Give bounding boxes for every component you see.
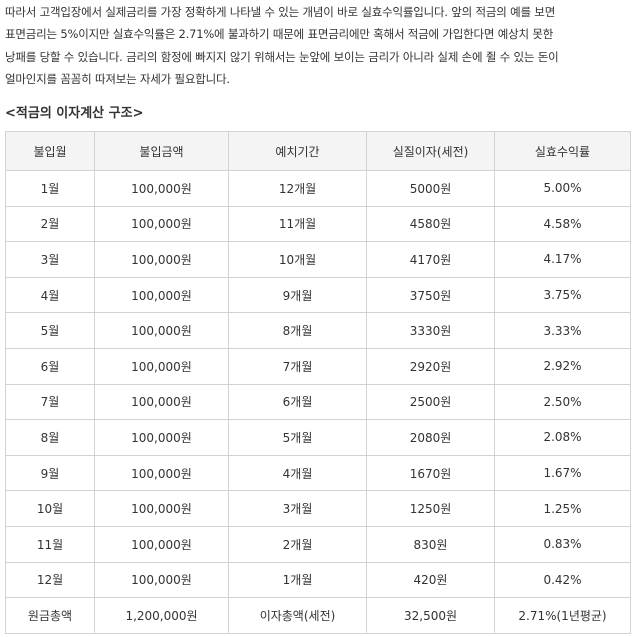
interest-cell: 4580원 bbox=[366, 205, 495, 243]
column-header: 불입월 bbox=[5, 131, 95, 171]
total-row: 원금총액 1,200,000원 이자총액(세전) 32,500원 2.71%(1년평균) bbox=[5, 597, 631, 634]
period-cell: 10개월 bbox=[228, 241, 367, 278]
period-cell: 8개월 bbox=[228, 312, 367, 349]
yield-cell: 1.25% bbox=[494, 490, 631, 527]
period-cell: 3개월 bbox=[228, 490, 367, 527]
deposit-amount-cell: 100,000원 bbox=[94, 525, 229, 563]
table-row: 9월 100,000원 4개월 1670원 1.67% bbox=[5, 454, 631, 492]
table-row: 3월 100,000원 10개월 4170원 4.17% bbox=[5, 241, 631, 278]
month-cell: 12월 bbox=[5, 561, 95, 599]
period-cell: 1개월 bbox=[228, 561, 367, 599]
yield-cell: 1.67% bbox=[494, 454, 631, 492]
month-cell: 6월 bbox=[5, 347, 95, 385]
interest-cell: 1670원 bbox=[366, 454, 495, 492]
yield-cell: 3.75% bbox=[494, 276, 631, 314]
paragraph-line: 따라서 고객입장에서 실제금리를 가장 정확하게 나타낼 수 있는 개념이 바로… bbox=[5, 5, 556, 19]
interest-cell: 4170원 bbox=[366, 241, 495, 278]
deposit-amount-cell: 100,000원 bbox=[94, 561, 229, 599]
period-cell: 12개월 bbox=[228, 170, 367, 207]
month-cell: 8월 bbox=[5, 419, 95, 456]
total-cell: 1,200,000원 bbox=[94, 597, 229, 634]
month-cell: 4월 bbox=[5, 276, 95, 314]
table-row: 6월 100,000원 7개월 2920원 2.92% bbox=[5, 347, 631, 385]
table-row: 4월 100,000원 9개월 3750원 3.75% bbox=[5, 276, 631, 314]
table-head: 불입월 불입금액 예치기간 실질이자(세전) 실효수익률 bbox=[5, 131, 631, 171]
period-cell: 6개월 bbox=[228, 383, 367, 421]
interest-cell: 5000원 bbox=[366, 170, 495, 207]
interest-calculation-table: 불입월 불입금액 예치기간 실질이자(세전) 실효수익률 1월 100,000원 12개월 5… bbox=[5, 131, 631, 634]
yield-cell: 2.92% bbox=[494, 347, 631, 385]
interest-cell: 2920원 bbox=[366, 347, 495, 385]
total-cell: 32,500원 bbox=[366, 597, 495, 634]
period-cell: 9개월 bbox=[228, 276, 367, 314]
period-cell: 2개월 bbox=[228, 525, 367, 563]
interest-cell: 2500원 bbox=[366, 383, 495, 421]
yield-cell: 4.58% bbox=[494, 205, 631, 243]
yield-cell: 5.00% bbox=[494, 170, 631, 207]
interest-cell: 2080원 bbox=[366, 419, 495, 456]
interest-cell: 3750원 bbox=[366, 276, 495, 314]
deposit-amount-cell: 100,000원 bbox=[94, 419, 229, 456]
yield-cell: 3.33% bbox=[494, 312, 631, 349]
article-paragraph: 따라서 고객입장에서 실제금리를 가장 정확하게 나타낼 수 있는 개념이 바로… bbox=[5, 1, 633, 91]
deposit-amount-cell: 100,000원 bbox=[94, 170, 229, 207]
period-cell: 11개월 bbox=[228, 205, 367, 243]
total-cell: 2.71%(1년평균) bbox=[494, 597, 631, 634]
month-cell: 2월 bbox=[5, 205, 95, 243]
paragraph-line: 얼마인지를 꼼꼼히 따져보는 자세가 필요합니다. bbox=[5, 72, 230, 87]
table-row: 8월 100,000원 5개월 2080원 2.08% bbox=[5, 419, 631, 456]
total-cell: 원금총액 bbox=[5, 597, 95, 634]
section-heading: <적금의 이자계산 구조> bbox=[5, 106, 144, 121]
deposit-amount-cell: 100,000원 bbox=[94, 205, 229, 243]
month-cell: 3월 bbox=[5, 241, 95, 278]
period-cell: 4개월 bbox=[228, 454, 367, 492]
month-cell: 1월 bbox=[5, 170, 95, 207]
period-cell: 7개월 bbox=[228, 347, 367, 385]
paragraph-line: 표면금리는 5%이지만 실효수익률은 2.71%에 불과하기 때문에 표면금리에… bbox=[5, 27, 554, 42]
interest-cell: 830원 bbox=[366, 525, 495, 563]
yield-cell: 2.50% bbox=[494, 383, 631, 421]
month-cell: 5월 bbox=[5, 312, 95, 349]
interest-cell: 420원 bbox=[366, 561, 495, 599]
table-body: 1월 100,000원 12개월 5000원 5.00% 2월 100,000원 11개월 45… bbox=[5, 170, 631, 634]
column-header: 실효수익률 bbox=[494, 131, 631, 171]
total-cell: 이자총액(세전) bbox=[228, 597, 367, 634]
month-cell: 11월 bbox=[5, 525, 95, 563]
column-header: 예치기간 bbox=[228, 131, 367, 171]
yield-cell: 0.83% bbox=[494, 525, 631, 563]
deposit-amount-cell: 100,000원 bbox=[94, 312, 229, 349]
deposit-amount-cell: 100,000원 bbox=[94, 276, 229, 314]
yield-cell: 0.42% bbox=[494, 561, 631, 599]
table-row: 5월 100,000원 8개월 3330원 3.33% bbox=[5, 312, 631, 349]
table-row: 12월 100,000원 1개월 420원 0.42% bbox=[5, 561, 631, 599]
table-row: 2월 100,000원 11개월 4580원 4.58% bbox=[5, 205, 631, 243]
yield-cell: 4.17% bbox=[494, 241, 631, 278]
table-row: 11월 100,000원 2개월 830원 0.83% bbox=[5, 525, 631, 563]
paragraph-line: 낭패를 당할 수 있습니다. 금리의 함정에 빠지지 않기 위해서는 눈앞에 보… bbox=[5, 49, 559, 64]
interest-cell: 1250원 bbox=[366, 490, 495, 527]
yield-cell: 2.08% bbox=[494, 419, 631, 456]
table-row: 1월 100,000원 12개월 5000원 5.00% bbox=[5, 170, 631, 207]
month-cell: 7월 bbox=[5, 383, 95, 421]
deposit-amount-cell: 100,000원 bbox=[94, 454, 229, 492]
month-cell: 9월 bbox=[5, 454, 95, 492]
deposit-amount-cell: 100,000원 bbox=[94, 347, 229, 385]
column-header: 불입금액 bbox=[94, 131, 229, 171]
table-row: 7월 100,000원 6개월 2500원 2.50% bbox=[5, 383, 631, 421]
deposit-amount-cell: 100,000원 bbox=[94, 241, 229, 278]
deposit-amount-cell: 100,000원 bbox=[94, 383, 229, 421]
deposit-amount-cell: 100,000원 bbox=[94, 490, 229, 527]
period-cell: 5개월 bbox=[228, 419, 367, 456]
interest-cell: 3330원 bbox=[366, 312, 495, 349]
month-cell: 10월 bbox=[5, 490, 95, 527]
table-header-row: 불입월 불입금액 예치기간 실질이자(세전) 실효수익률 bbox=[5, 131, 631, 171]
column-header: 실질이자(세전) bbox=[366, 131, 495, 171]
table-row: 10월 100,000원 3개월 1250원 1.25% bbox=[5, 490, 631, 527]
